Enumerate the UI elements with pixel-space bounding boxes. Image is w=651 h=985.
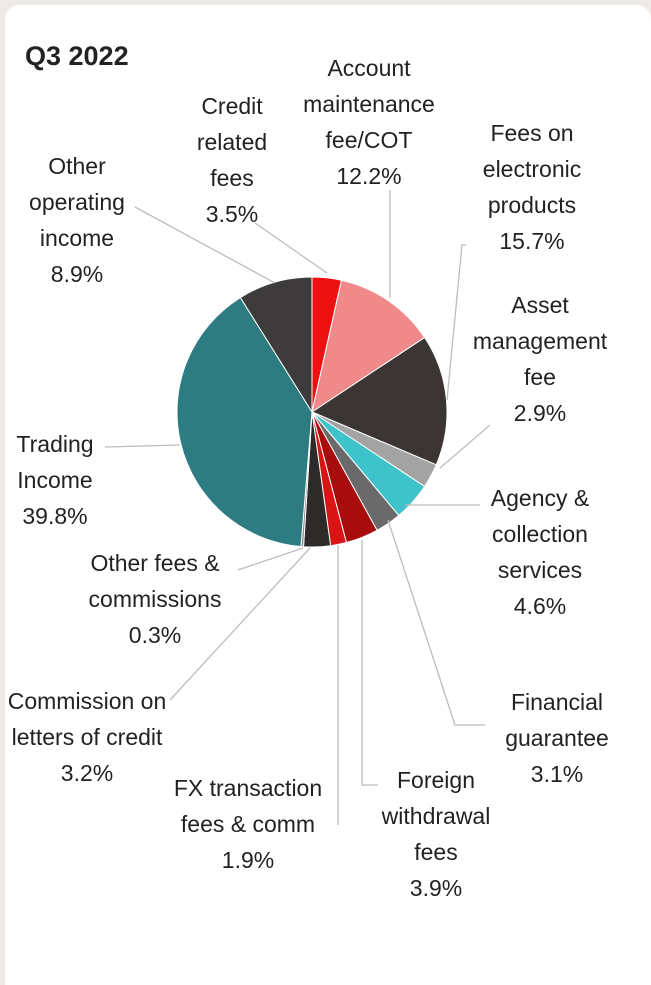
slice-value: 3.1% xyxy=(530,761,584,787)
leader-line xyxy=(237,547,304,571)
slice-name: Fees on electronic products xyxy=(482,120,582,218)
slice-name: Other operating income xyxy=(29,153,125,251)
slice-label: Other fees & commissions 0.3% xyxy=(65,545,245,653)
slice-value: 39.8% xyxy=(22,503,88,529)
slice-value: 8.9% xyxy=(50,261,104,287)
slice-name: Agency & collection services xyxy=(490,485,590,583)
leader-line xyxy=(104,444,181,448)
slice-value: 3.2% xyxy=(60,760,114,786)
slice-label: Foreign withdrawal fees 3.9% xyxy=(366,762,506,906)
slice-name: Asset management fee xyxy=(472,292,608,390)
leader-line xyxy=(361,540,378,786)
slice-label: Credit related fees 3.5% xyxy=(190,88,275,232)
chart xyxy=(104,190,491,825)
slice-name: Trading Income xyxy=(16,431,94,493)
slice-name: Credit related fees xyxy=(196,93,268,191)
leader-line xyxy=(439,424,491,469)
slice-label: FX transaction fees & comm 1.9% xyxy=(158,770,338,878)
leader-line xyxy=(446,244,466,401)
slice-name: Commission on letters of credit xyxy=(7,688,167,750)
slice-name: Foreign withdrawal fees xyxy=(381,767,491,865)
slice-label: Other operating income 8.9% xyxy=(17,148,137,292)
leader-line xyxy=(387,519,485,726)
slice-label: Agency & collection services 4.6% xyxy=(475,480,605,624)
leader-line xyxy=(254,222,328,274)
slice-value: 12.2% xyxy=(336,163,402,189)
slice-name: Account maintenance fee/COT xyxy=(303,55,435,153)
slice-value: 0.3% xyxy=(128,622,182,648)
leader-line xyxy=(169,547,311,701)
slice-label: Fees on electronic products 15.7% xyxy=(467,115,597,259)
slice-value: 15.7% xyxy=(499,228,565,254)
slice-name: Financial guarantee xyxy=(505,689,609,751)
pie-slice xyxy=(176,296,313,548)
slice-label: Asset management fee 2.9% xyxy=(455,287,625,431)
slice-value: 3.9% xyxy=(409,875,463,901)
slice-name: FX transaction fees & comm xyxy=(173,775,323,837)
slice-label: Account maintenance fee/COT 12.2% xyxy=(284,50,454,194)
slice-value: 3.5% xyxy=(205,201,259,227)
slice-label: Trading Income 39.8% xyxy=(10,426,100,534)
slice-label: Commission on letters of credit 3.2% xyxy=(7,683,167,791)
leader-line xyxy=(134,206,276,284)
card: Q3 2022 Credit related fees 3.5% Account m… xyxy=(5,5,651,985)
chart-title: Q3 2022 xyxy=(25,41,129,71)
slice-name: Other fees & commissions xyxy=(88,550,222,612)
slice-value: 4.6% xyxy=(513,593,567,619)
pie-slice xyxy=(311,279,426,414)
slice-label: Financial guarantee 3.1% xyxy=(487,684,627,792)
slice-value: 2.9% xyxy=(513,400,567,426)
slice-value: 1.9% xyxy=(221,847,275,873)
